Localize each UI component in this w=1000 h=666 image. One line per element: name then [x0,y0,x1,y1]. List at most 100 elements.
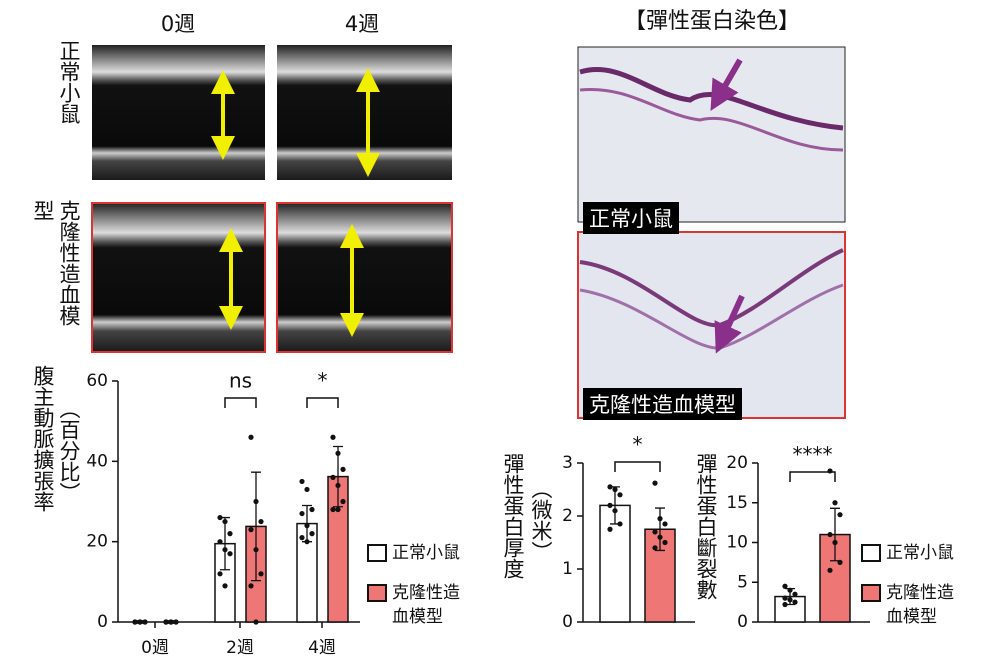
data-point [787,597,793,603]
data-point [612,486,618,493]
significance-label: * [318,369,328,393]
data-point [335,506,341,513]
y-tick-label: 0 [97,612,108,632]
data-point [227,551,233,557]
data-point [607,526,613,532]
data-point [832,539,838,546]
x-tick-label: 4週 [308,638,336,658]
data-point [222,583,228,589]
data-point [837,512,843,518]
significance-bracket [224,397,257,408]
y-tick-label: 3 [562,453,573,473]
data-point [142,619,148,625]
data-point [827,468,833,474]
data-point [612,508,618,514]
data-point [652,545,658,551]
stain-panels [577,46,846,419]
data-point [652,529,658,535]
data-point [258,571,264,577]
data-point [837,559,843,565]
data-point [330,434,336,440]
data-point [617,521,623,527]
data-point [299,478,305,485]
legend-swatch [861,584,881,602]
data-point [258,518,264,525]
data-point [163,619,169,625]
data-point [222,547,228,553]
data-point [662,521,668,527]
data-point [782,583,788,589]
data-point [832,500,838,506]
data-point [227,531,233,537]
data-point [607,484,613,490]
data-point [253,498,259,505]
data-point [309,531,315,537]
y-axis-label: 腹主動脈擴張率 [31,365,55,512]
data-point [662,539,668,546]
ultrasound-panels [91,45,453,353]
significance-label: ns [229,369,252,393]
data-point [787,587,793,593]
legend-swatch [367,544,387,562]
error-bar [333,445,343,508]
data-point [782,595,788,601]
data-point [827,567,833,573]
stain-title: 【彈性蛋白染色】 [624,9,800,34]
data-point [657,534,663,540]
error-bar [251,471,261,582]
y-axis-unit: （百分比） [57,398,81,503]
data-point [652,480,658,486]
column-label: 0週 [161,12,195,36]
y-axis-unit: （微米） [529,478,553,562]
data-point [304,486,310,493]
x-tick-label: 0週 [141,638,169,658]
data-point [253,547,259,553]
data-point [330,506,336,513]
data-point [217,514,223,521]
data-point [335,450,341,456]
y-tick-label: 60 [86,371,108,391]
data-point [309,506,315,513]
data-point [827,531,833,538]
data-point [217,539,223,545]
data-point [657,516,663,522]
error-bar [655,507,665,552]
legend-swatch [367,584,387,602]
row-label: 正常小鼠 [57,40,81,124]
significance-label: **** [793,443,833,467]
y-axis-label: 彈性蛋白斷裂數 [694,453,718,600]
legend-label: 克隆性造血模型 [392,583,460,627]
data-point [340,466,346,472]
significance-bracket [789,471,836,482]
stain-label: 正常小鼠 [583,202,679,234]
significance-label: * [633,433,643,457]
y-tick-label: 0 [737,612,748,632]
data-point [330,474,336,480]
column-label: 4週 [345,12,379,36]
legend-swatch [861,544,881,562]
data-point [248,527,254,533]
y-tick-label: 10 [726,533,748,553]
data-point [340,498,346,505]
data-point [792,599,798,605]
data-point [132,619,138,625]
data-point [792,591,798,597]
y-tick-label: 20 [726,453,748,473]
data-point [217,571,223,577]
data-point [168,619,174,625]
y-tick-label: 1 [562,559,573,579]
data-point [617,492,623,498]
y-axis-label: 彈性蛋白厚度 [501,453,525,579]
data-point [248,434,254,440]
y-tick-label: 40 [86,451,108,471]
data-point [173,619,179,625]
data-point [299,535,305,541]
significance-bracket [306,397,339,408]
legend-label: 正常小鼠 [886,543,954,563]
data-point [304,539,310,545]
y-tick-label: 20 [86,532,108,552]
data-point [304,523,310,529]
data-point [335,482,341,489]
data-point [222,518,228,525]
